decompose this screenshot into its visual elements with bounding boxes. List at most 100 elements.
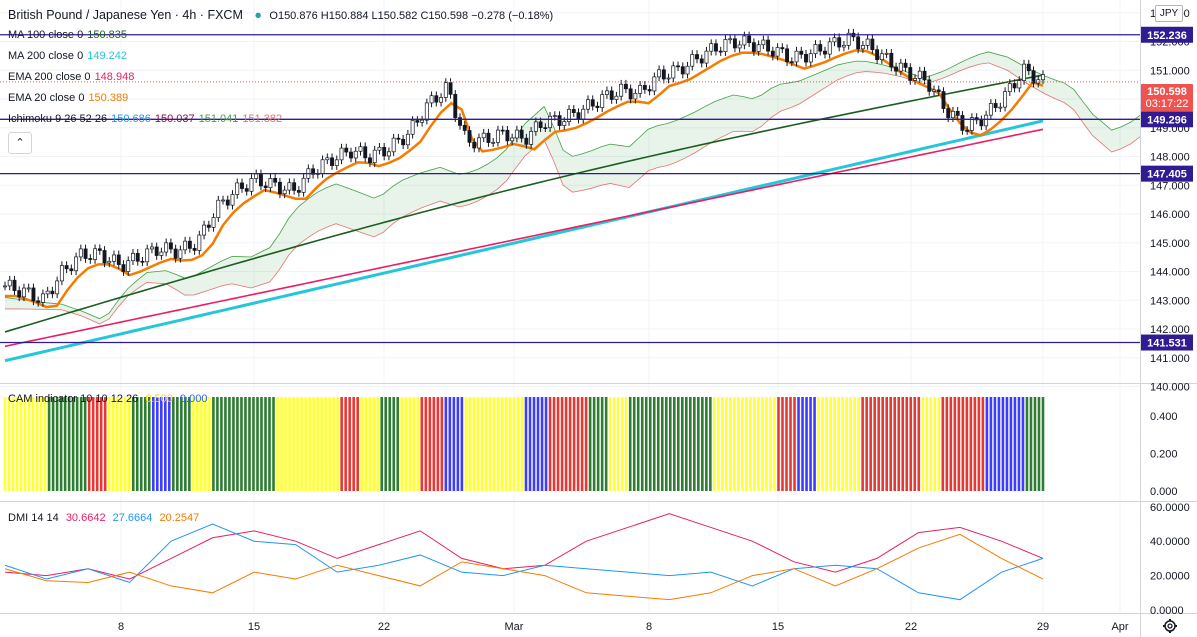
candle-body	[571, 109, 576, 113]
cam-bar	[596, 397, 600, 491]
candle-body	[301, 177, 306, 193]
indicator-legend-0[interactable]: MA 100 close 0 150.835	[8, 29, 131, 41]
indicator-legend-2[interactable]: EMA 200 close 0 148.948	[8, 71, 138, 83]
cam-bar	[965, 397, 969, 491]
cam-bar	[1017, 397, 1021, 491]
cam-bar	[3, 397, 7, 491]
cam-bar	[989, 397, 993, 491]
candle-body	[7, 279, 12, 287]
candle-body	[116, 254, 121, 265]
currency-badge[interactable]: JPY	[1155, 5, 1183, 22]
cam-bar	[897, 397, 901, 491]
candle-body	[353, 150, 358, 159]
candle-body	[1022, 63, 1026, 81]
cam-bar	[993, 397, 997, 491]
cam-bar	[616, 397, 620, 491]
moving-averages	[4, 48, 1044, 363]
cam-bar	[372, 397, 376, 491]
candle-body	[695, 54, 699, 60]
dmi-tick-label: 60.0000	[1150, 502, 1190, 514]
candle-body	[159, 251, 164, 256]
cam-bar	[396, 397, 400, 491]
time-tick-label: 8	[646, 621, 652, 633]
candle-body	[898, 62, 903, 72]
candle-body	[927, 79, 932, 92]
candle-body	[168, 242, 173, 250]
candle-body	[813, 44, 818, 55]
candle-body	[74, 256, 79, 272]
cam-bar	[841, 397, 844, 491]
candle-body	[609, 90, 614, 100]
candle-body	[638, 85, 643, 94]
candle-body	[320, 159, 325, 174]
price-tick-label: 140.000	[1150, 382, 1190, 394]
cam-bar	[1041, 397, 1045, 491]
cam-legend[interactable]: CAM indicator 10 10 12 26 0.500 0.000	[8, 393, 211, 405]
indicator-legend-4[interactable]: Ichimoku 9 26 52 26 150.686 150.037 151.041…	[8, 113, 286, 125]
cam-bar	[448, 397, 452, 491]
candle-body	[244, 188, 249, 192]
cam-bar	[260, 397, 263, 491]
time-tick-label: 29	[1037, 621, 1049, 633]
cam-bar	[224, 397, 227, 491]
indicator-legend-3[interactable]: EMA 20 close 0 150.389	[8, 92, 132, 104]
dmi-legend[interactable]: DMI 14 14 30.6642 27.6664 20.2547	[8, 512, 203, 524]
countdown-timer: 03:17:22	[1146, 98, 1189, 110]
cam-bar	[877, 397, 880, 491]
cloud-fill	[5, 51, 1140, 324]
candle-body	[458, 117, 462, 126]
candle-body	[524, 137, 529, 145]
cam-bar	[284, 397, 287, 491]
candle-body	[26, 287, 31, 290]
cam-bar	[496, 397, 500, 491]
candle-body	[529, 131, 534, 145]
cam-bar	[200, 397, 203, 491]
cam-bar	[35, 397, 39, 491]
price-pane[interactable]	[0, 0, 1140, 383]
candle-body	[405, 133, 410, 146]
dmi-pane[interactable]	[0, 503, 1140, 613]
candle-body	[1003, 91, 1008, 108]
candle-body	[841, 44, 846, 48]
cam-bar	[721, 397, 724, 491]
candle-body	[685, 65, 690, 75]
settings-gear-icon[interactable]	[1163, 619, 1177, 633]
cam-bar	[648, 397, 652, 491]
cam-bar	[709, 397, 712, 491]
level-tag-bg	[1141, 26, 1193, 43]
candle-body	[728, 38, 733, 41]
candle-body	[202, 224, 207, 236]
indicator-legend-1[interactable]: MA 200 close 0 149.242	[8, 50, 131, 62]
cam-bar	[937, 397, 941, 491]
horizontal-levels[interactable]	[0, 34, 1140, 344]
cam-bar	[436, 397, 440, 491]
cam-bar	[753, 397, 756, 491]
cam-bar	[123, 397, 127, 491]
cam-bar	[837, 397, 840, 491]
candle-body	[377, 146, 382, 151]
cam-bar	[769, 397, 772, 491]
cam-bar	[697, 397, 700, 491]
candle-body	[950, 110, 955, 119]
symbol-legend[interactable]: British Pound / Japanese Yen · 4h · FXCM…	[8, 8, 557, 22]
cam-bar	[644, 397, 648, 491]
time-tick-label: Mar	[505, 621, 524, 633]
cam-axis: 0.400 0.200 0.000	[1150, 411, 1178, 498]
time-tick-label: 22	[378, 621, 390, 633]
cam-bar	[941, 397, 945, 491]
cam-bar	[468, 397, 472, 491]
candle-body	[770, 50, 775, 57]
time-axis[interactable]: 8 15 22 Mar 8 15 22 29 Apr	[118, 621, 1129, 633]
cam-bar	[693, 397, 696, 491]
dmi-adx-value: 20.2547	[159, 512, 200, 524]
cam-bar	[857, 397, 860, 491]
cam-bar	[352, 397, 355, 491]
candle-body	[36, 300, 41, 303]
candle-body	[543, 127, 548, 129]
symbol-title[interactable]: British Pound / Japanese Yen · 4h · FXCM	[8, 8, 243, 22]
candle-body	[363, 146, 368, 159]
cam-bar	[500, 397, 504, 491]
collapse-legend-button[interactable]: ⌃	[8, 132, 32, 154]
candle-body	[860, 45, 865, 50]
